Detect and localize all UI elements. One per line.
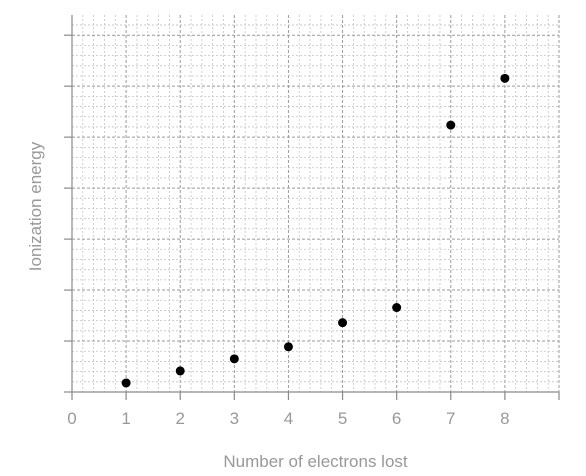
data-point (500, 73, 510, 83)
x-tick-label: 6 (392, 409, 401, 428)
axes (64, 15, 560, 400)
data-point (392, 303, 402, 313)
data-point (229, 354, 239, 364)
x-axis-title: Number of electrons lost (223, 452, 408, 471)
data-points (121, 73, 510, 388)
data-point (446, 120, 456, 130)
y-axis-title: Ionization energy (26, 141, 45, 271)
x-tick-label: 1 (121, 409, 130, 428)
x-tick-labels: 0 1 2 3 4 5 6 7 8 (67, 409, 509, 428)
data-point (338, 318, 348, 328)
data-point (283, 342, 293, 352)
grid (71, 15, 560, 393)
x-tick-label: 5 (338, 409, 347, 428)
data-point (175, 366, 185, 376)
x-tick-label: 3 (230, 409, 239, 428)
x-tick-label: 8 (500, 409, 509, 428)
x-tick-label: 0 (67, 409, 76, 428)
x-tick-label: 4 (284, 409, 293, 428)
x-tick-label: 7 (446, 409, 455, 428)
data-point (121, 378, 131, 388)
x-tick-label: 2 (175, 409, 184, 428)
